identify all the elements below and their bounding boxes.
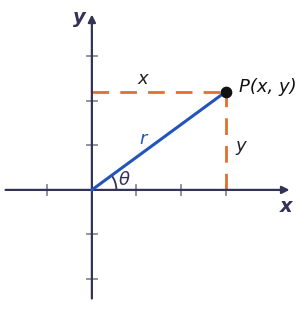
Text: y: y xyxy=(236,137,247,155)
Point xyxy=(223,89,228,94)
Text: x: x xyxy=(279,197,292,216)
Text: y: y xyxy=(73,7,86,27)
Text: r: r xyxy=(140,130,147,148)
Text: x: x xyxy=(137,70,148,88)
Text: θ: θ xyxy=(119,171,130,189)
Text: P(x, y): P(x, y) xyxy=(239,78,297,95)
